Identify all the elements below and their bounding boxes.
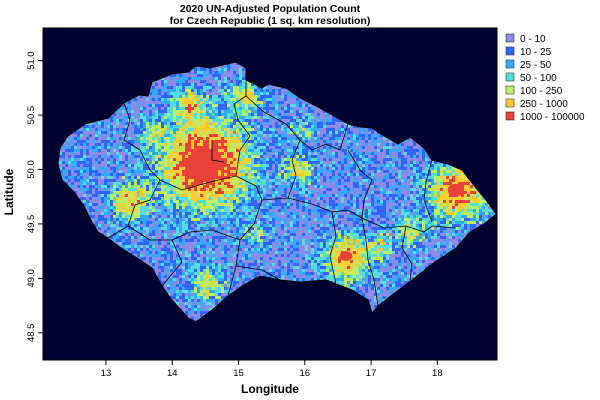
region-border-line — [211, 140, 225, 163]
y-tick-label: 48.5 — [26, 324, 37, 343]
legend-swatch — [505, 59, 515, 69]
region-border-line — [329, 211, 337, 285]
legend-label: 50 - 100 — [520, 73, 557, 84]
y-tick-label: 49.5 — [26, 215, 37, 234]
x-tick-label: 15 — [233, 368, 244, 379]
region-border-line — [365, 239, 379, 307]
region-border-line — [361, 217, 457, 233]
y-tick-label: 51.0 — [26, 51, 37, 70]
region-border-line — [423, 159, 433, 223]
legend-swatch — [505, 72, 515, 82]
legend-swatch — [505, 33, 515, 43]
region-borders — [107, 80, 457, 307]
y-axis-label: Latitude — [2, 168, 16, 215]
x-tick-label: 18 — [432, 368, 443, 379]
legend: 0 - 10 10 - 25 25 - 50 50 - 100 100 - 250 250… — [505, 33, 585, 123]
legend-label: 0 - 10 — [520, 34, 546, 45]
region-border-line — [171, 229, 241, 241]
x-axis-label: Longitude — [241, 382, 299, 396]
legend-label: 250 - 1000 — [520, 99, 568, 110]
legend-swatch — [505, 85, 515, 95]
y-tick-label: 50.5 — [26, 106, 37, 125]
region-border-line — [287, 139, 301, 199]
legend-label: 100 - 250 — [520, 86, 563, 97]
region-border-line — [245, 95, 349, 151]
region-border-line — [123, 102, 141, 151]
legend-swatch — [505, 98, 515, 108]
region-border-line — [159, 175, 263, 201]
x-tick-label: 16 — [300, 368, 311, 379]
region-border-line — [401, 225, 413, 281]
legend-swatch — [505, 111, 515, 121]
map-subtitle: for Czech Republic (1 sq. km resolution) — [170, 15, 371, 27]
x-tick-label: 13 — [101, 368, 112, 379]
country-border — [57, 61, 497, 323]
legend-label: 1000 - 100000 — [520, 112, 585, 123]
legend-label: 10 - 25 — [520, 47, 552, 58]
region-border-line — [127, 225, 183, 287]
x-tick-label: 17 — [366, 368, 377, 379]
region-border-line — [235, 265, 281, 281]
y-tick-label: 50.0 — [26, 160, 37, 179]
y-axis-ticks: 48.5 49.0 49.5 50.0 50.5 51.0 — [26, 51, 43, 342]
y-tick-label: 49.0 — [26, 269, 37, 288]
legend-swatch — [505, 46, 515, 56]
x-axis-ticks: 13 14 15 16 17 18 — [101, 360, 443, 379]
legend-label: 25 - 50 — [520, 60, 552, 71]
x-tick-label: 14 — [167, 368, 178, 379]
plot-frame — [42, 27, 498, 361]
region-border-line — [347, 149, 373, 219]
map-title: 2020 UN-Adjusted Population Count — [180, 3, 361, 15]
